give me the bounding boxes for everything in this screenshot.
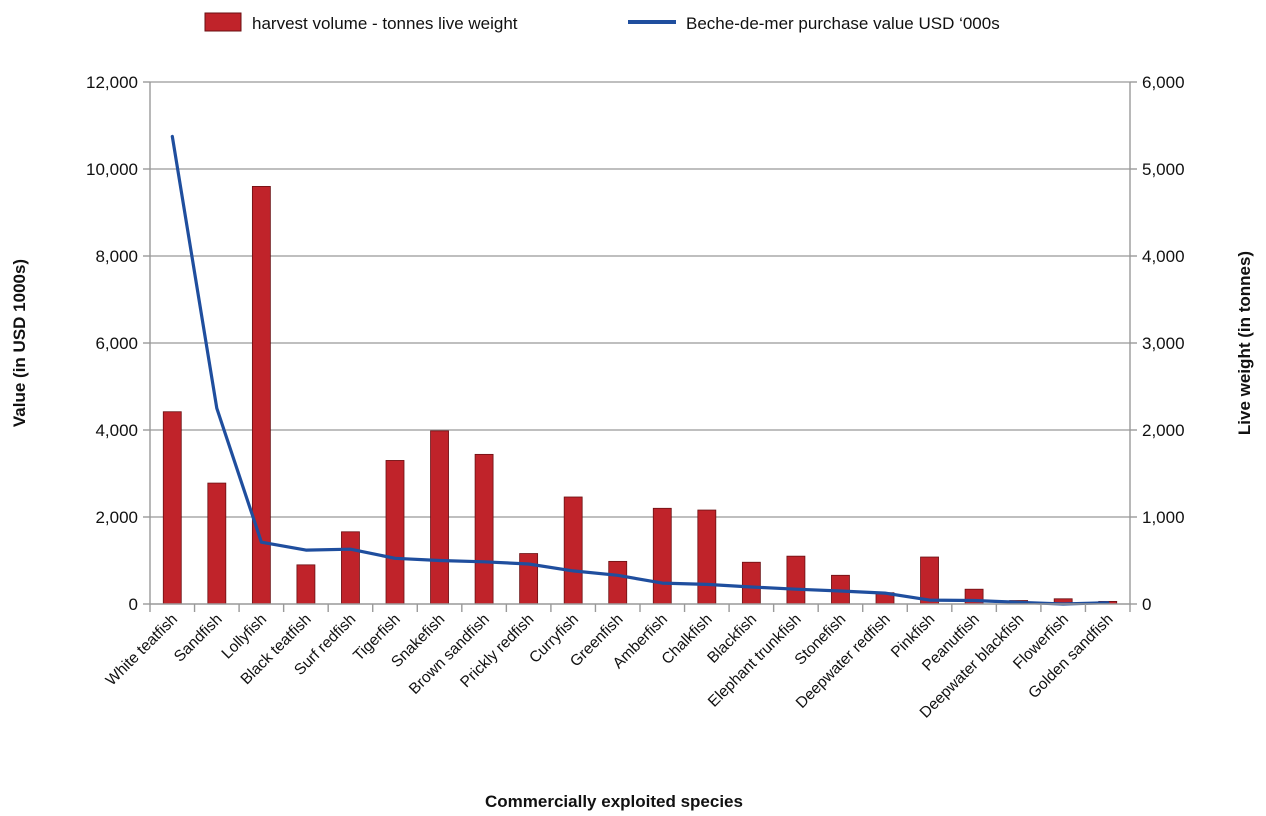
legend-label-value: Beche-de-mer purchase value USD ‘000s [686,14,1000,33]
y-tick-label-right: 4,000 [1142,247,1185,266]
bar [296,564,316,605]
y-axis-title-left: Value (in USD 1000s) [10,259,29,427]
y-axis-title-right: Live weight (in tonnes) [1235,251,1254,435]
y-tick-label-right: 2,000 [1142,421,1185,440]
y-tick-label-left: 10,000 [86,160,138,179]
y-tick-label-right: 6,000 [1142,73,1185,92]
category-label: Sandfish [171,611,226,666]
y-tick-label-left: 8,000 [95,247,138,266]
category-label: White teatfish [103,611,181,689]
bar [652,507,672,605]
category-label: Golden sandfish [1025,611,1116,702]
bar [563,496,583,605]
y-tick-label-left: 12,000 [86,73,138,92]
category-label: Brown sandfish [406,611,493,698]
bar [385,460,405,605]
gridlines [150,81,1130,518]
y-tick-label-right: 0 [1142,595,1151,614]
axes [143,81,1137,612]
bar [474,453,494,605]
bar [741,561,761,605]
line-series [170,134,1110,606]
bar [608,560,628,605]
legend-swatch-harvest [204,12,242,32]
bar [341,531,360,605]
bar [920,556,939,605]
x-axis-title: Commercially exploited species [485,792,743,811]
bar-series [162,185,1118,605]
right-axis-ticks: 0 1,000 2,000 3,000 4,000 5,000 6,000 [1142,73,1185,614]
y-tick-label-left: 4,000 [95,421,138,440]
bar [207,482,227,605]
value-line [170,134,1110,606]
bar [162,411,182,605]
bar [786,555,806,605]
bar [519,553,539,605]
y-tick-label-right: 3,000 [1142,334,1185,353]
bar [697,509,717,605]
y-tick-label-left: 0 [129,595,138,614]
y-tick-label-right: 1,000 [1142,508,1185,527]
y-tick-label-left: 6,000 [95,334,138,353]
bar [430,430,449,605]
left-axis-ticks: 0 2,000 4,000 6,000 8,000 10,000 12,000 [86,73,138,614]
y-tick-label-left: 2,000 [95,508,138,527]
legend-label-harvest: harvest volume - tonnes live weight [252,14,518,33]
y-tick-label-right: 5,000 [1142,160,1185,179]
legend: harvest volume - tonnes live weight Bech… [204,12,1000,33]
